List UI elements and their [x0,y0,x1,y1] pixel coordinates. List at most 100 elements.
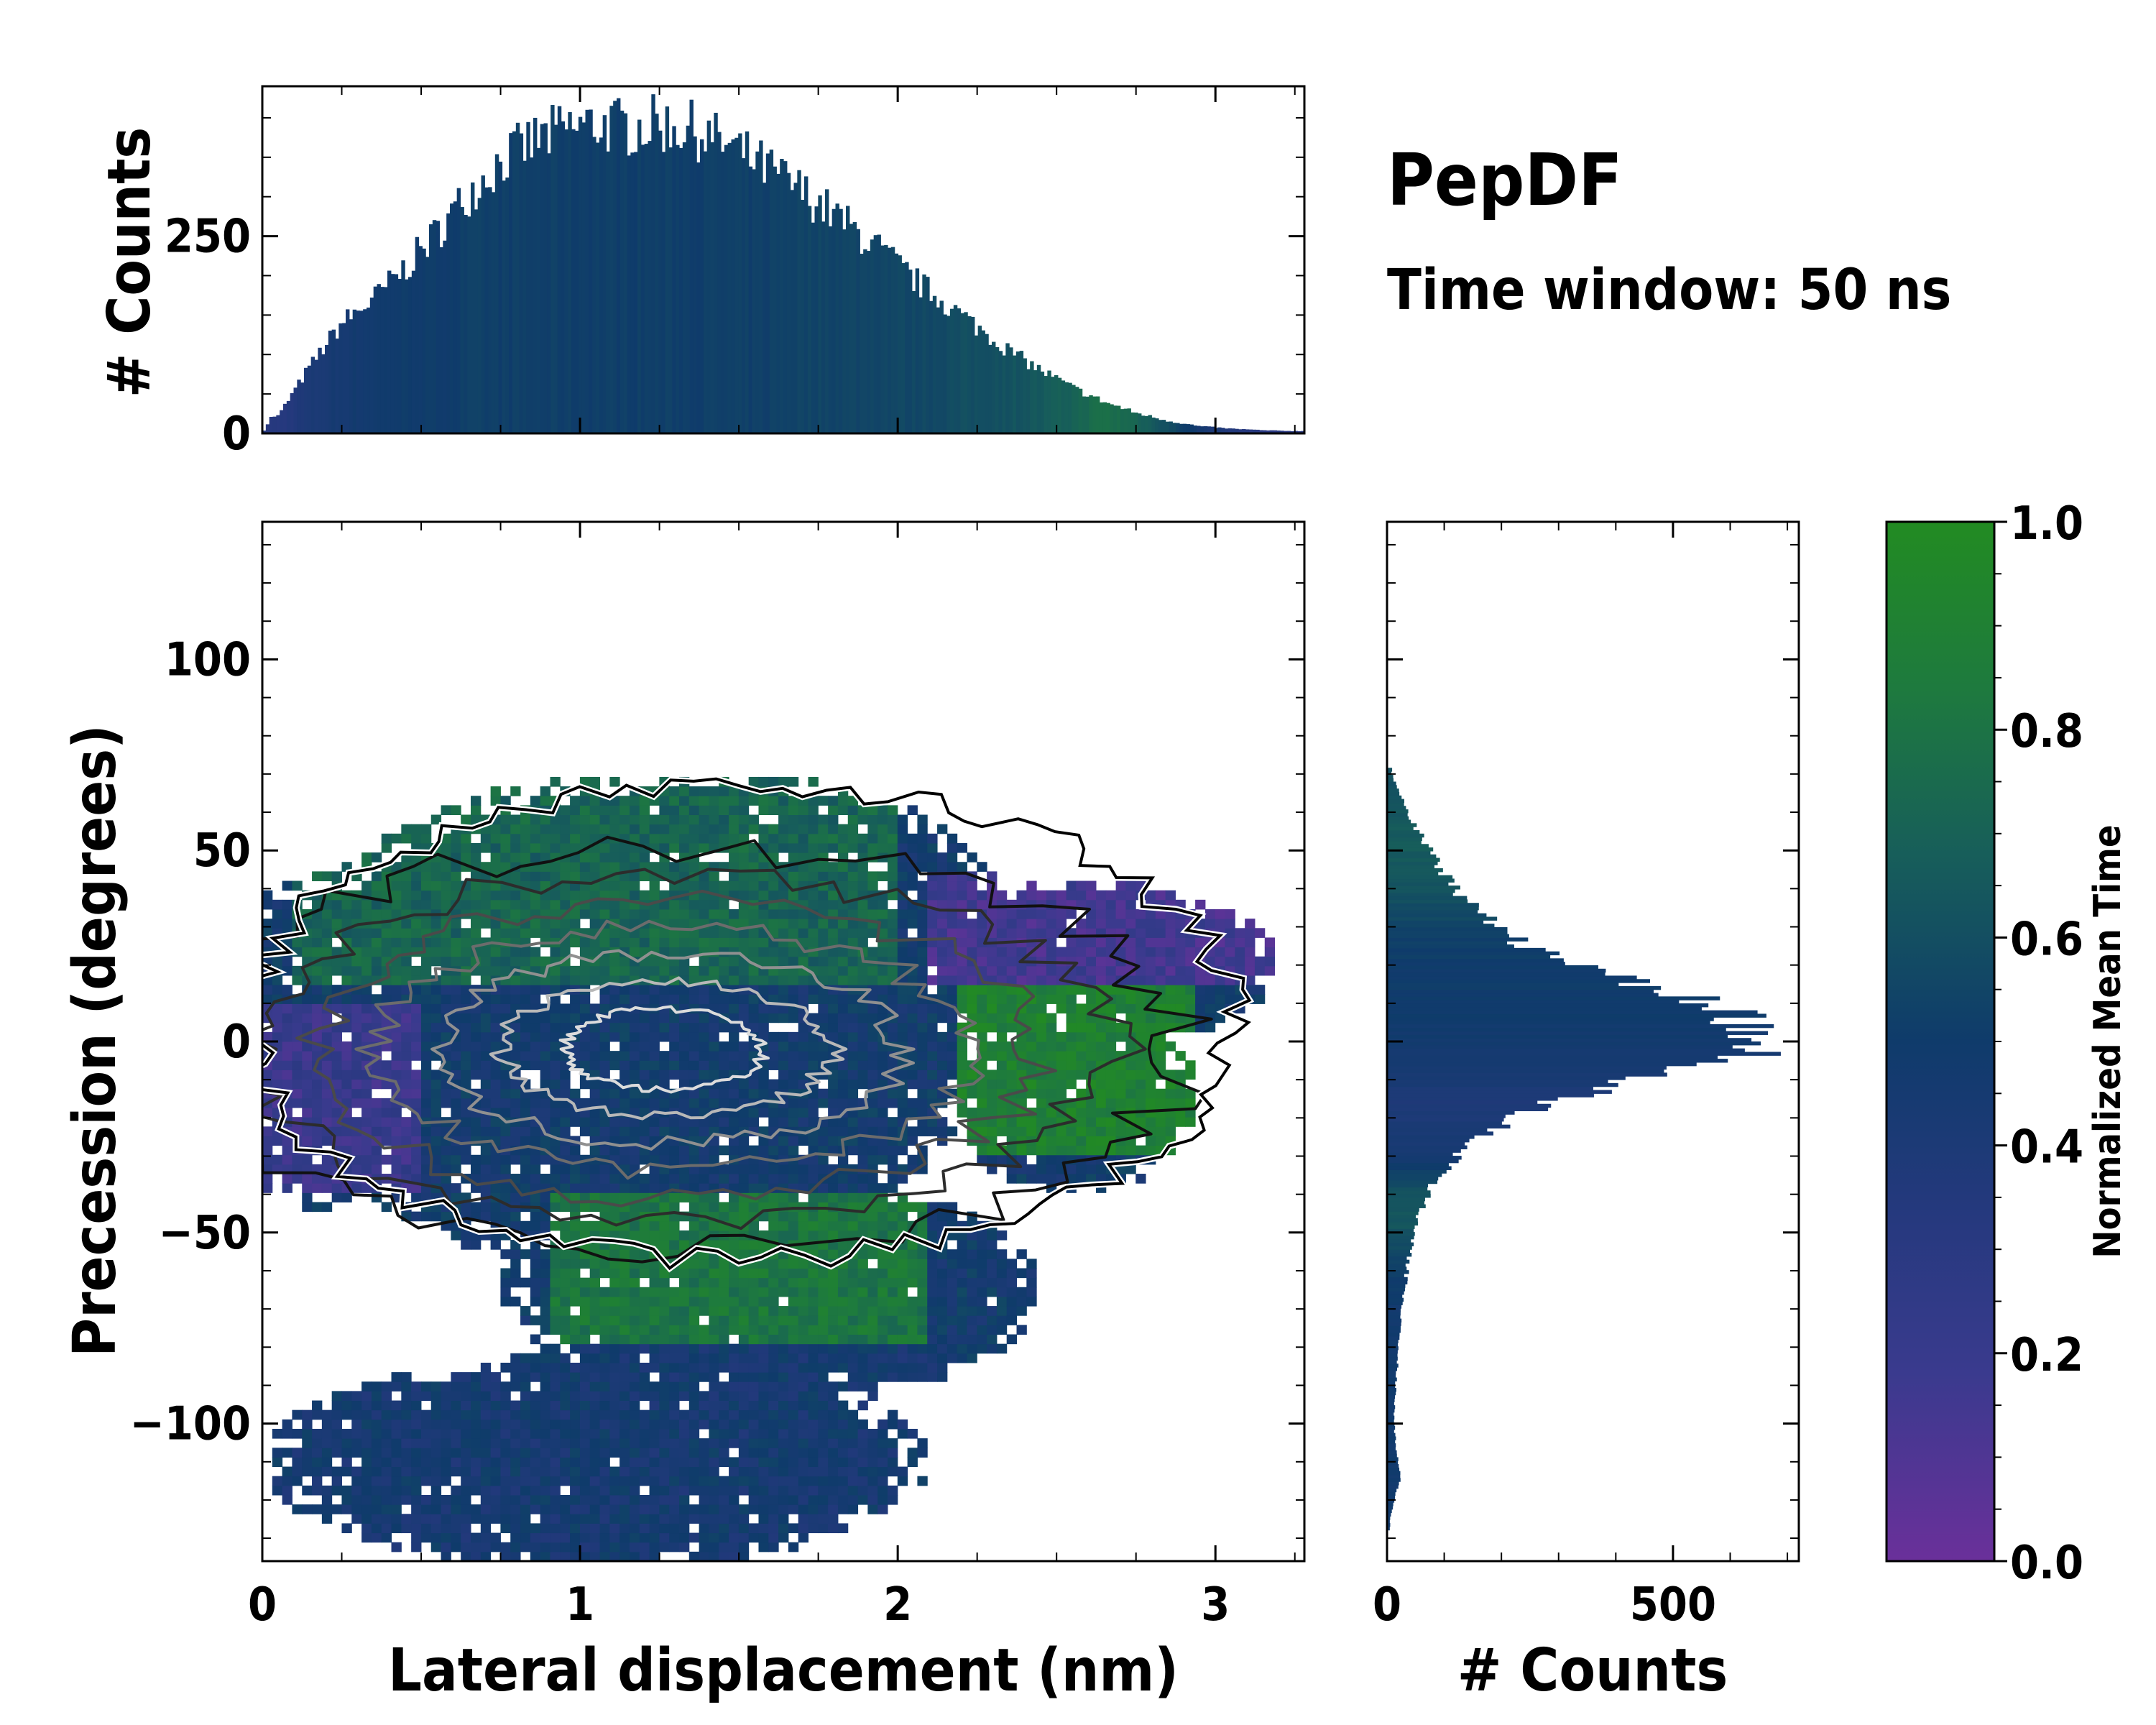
heatmap-cell [937,956,948,967]
heatmap-cell [579,1362,591,1373]
heatmap-cell [391,1108,402,1118]
heatmap-cell [808,842,819,853]
heatmap-cell [589,1051,601,1061]
heatmap-cell [699,1362,709,1373]
chart-subtitle: Time window: 50 ns [1387,258,1951,323]
heatmap-cell [937,1353,948,1363]
top-histogram-bar [821,221,826,433]
heatmap-cell [629,1136,640,1146]
heatmap-cell [719,1514,729,1524]
heatmap-cell [798,814,809,825]
heatmap-cell [659,1202,670,1213]
heatmap-cell [877,1145,888,1156]
heatmap-cell [599,1325,610,1335]
heatmap-cell [629,1457,640,1468]
heatmap-cell [272,899,283,910]
heatmap-cell [282,1174,292,1184]
heatmap-cell [877,1466,888,1477]
heatmap-cell [679,833,690,844]
top-histogram-bar [696,162,701,433]
heatmap-cell [629,871,640,882]
heatmap-cell [451,833,461,844]
heatmap-cell [867,1183,878,1193]
heatmap-cell [510,1296,521,1307]
top-histogram-bar [599,137,604,433]
heatmap-cell [351,1400,362,1411]
heatmap-cell [471,852,482,862]
heatmap-cell [579,1532,591,1543]
heatmap-cell [877,1504,888,1514]
heatmap-cell [510,1041,521,1052]
heatmap-cell [550,1060,561,1070]
heatmap-cell [589,1098,601,1108]
top-histogram-bar [985,334,989,433]
top-histogram-bar [908,270,913,433]
heatmap-cell [619,1504,630,1514]
heatmap-cell [818,1334,829,1345]
heatmap-cell [530,1362,541,1373]
heatmap-cell [461,1117,471,1127]
heatmap-cell [490,1202,501,1213]
heatmap-cell [828,1391,839,1402]
heatmap-cell [748,965,759,976]
heatmap-cell [471,1532,482,1543]
heatmap-cell [699,1031,709,1042]
heatmap-cell [837,1174,849,1184]
heatmap-cell [679,899,690,910]
heatmap-cell [719,994,729,1004]
heatmap-cell [788,1325,799,1335]
heatmap-cell [669,1117,680,1127]
heatmap-cell [490,1466,501,1477]
heatmap-cell [937,1031,948,1042]
heatmap-cell [609,1013,620,1024]
heatmap-cell [430,1466,442,1477]
heatmap-cell [798,1343,809,1354]
heatmap-cell [560,947,571,957]
heatmap-cell [540,1476,550,1486]
top-histogram-bar [321,354,326,433]
heatmap-cell [719,1448,729,1458]
heatmap-cell [530,1164,541,1174]
heatmap-cell [500,1448,511,1458]
heatmap-cell [420,890,432,901]
top-histogram-bar [1144,415,1149,433]
heatmap-cell [758,796,769,806]
top-histogram-bar [342,323,346,433]
heatmap-cell [738,824,750,834]
heatmap-cell [659,1287,670,1297]
heatmap-cell [758,1494,769,1505]
heatmap-cell [808,919,819,929]
heatmap-cell [540,919,550,929]
heatmap-cell [927,1126,938,1136]
heatmap-cell [778,1504,789,1514]
heatmap-cell [758,1145,769,1156]
heatmap-cell [441,1438,451,1448]
heatmap-cell [361,1022,372,1033]
heatmap-cell [847,862,859,872]
heatmap-cell [847,1145,859,1156]
heatmap-cell [371,1164,382,1174]
heatmap-cell [788,908,799,919]
heatmap-cell [351,1003,362,1014]
heatmap-cell [798,862,809,872]
heatmap-cell [510,1259,521,1269]
heatmap-cell [530,1466,541,1477]
heatmap-cell [629,814,640,825]
heatmap-cell [570,994,581,1004]
top-histogram-bar [689,99,694,433]
heatmap-cell [946,1268,958,1279]
heatmap-cell [589,1145,601,1156]
top-histogram-bar [721,152,725,433]
heatmap-cell [768,842,779,853]
heatmap-cell [540,796,550,806]
heatmap-cell [520,1249,531,1259]
heatmap-cell [847,1438,859,1448]
heatmap-cell [361,1466,372,1477]
heatmap-cell [719,1343,729,1354]
heatmap-cell [480,890,492,901]
heatmap-cell [847,1117,859,1127]
heatmap-cell [639,1466,650,1477]
top-histogram-bar [346,309,350,433]
heatmap-cell [411,1088,422,1099]
top-histogram-bar [693,136,697,433]
